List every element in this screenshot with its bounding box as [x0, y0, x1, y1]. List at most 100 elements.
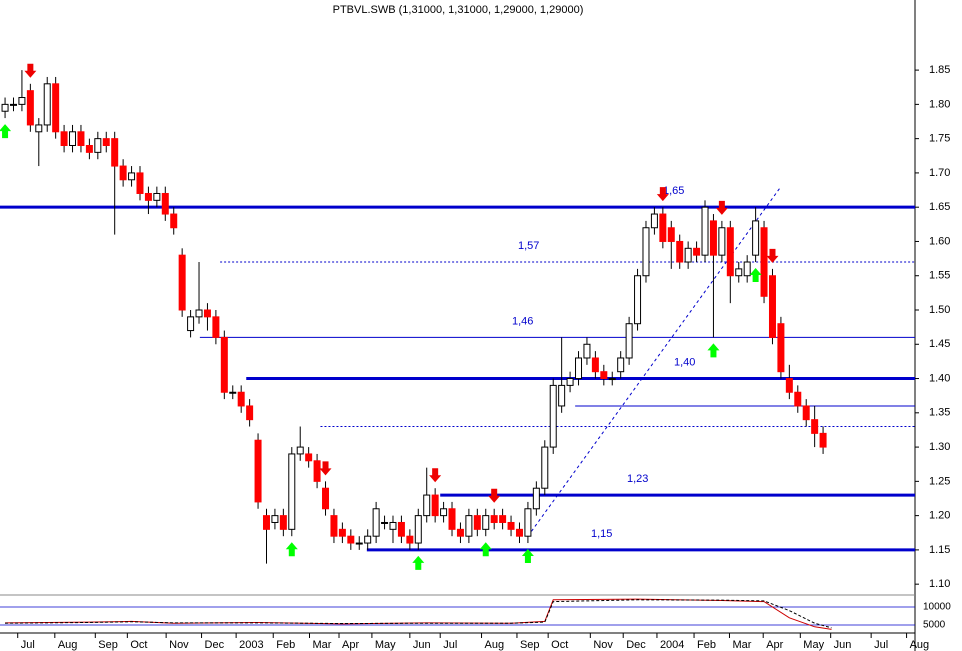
y-tick-label: 1.45 — [929, 338, 950, 350]
candle-body — [347, 535, 355, 544]
y-tick-label: 1.80 — [929, 98, 950, 110]
y-tick-label: 1.35 — [929, 407, 950, 419]
candle-body — [43, 83, 51, 126]
candle-body — [650, 213, 658, 229]
candle-body — [490, 515, 498, 523]
candle-body — [262, 515, 270, 530]
candle-body — [726, 227, 734, 277]
y-tick-label: 1.85 — [929, 64, 950, 76]
x-tick-label: Aug — [58, 639, 78, 651]
buy-arrow — [479, 542, 492, 557]
y-tick-label: 1.50 — [929, 304, 950, 316]
x-tick-label: May — [803, 639, 824, 651]
candle-body — [26, 90, 34, 126]
candle-body — [144, 192, 152, 201]
candle-body — [212, 316, 220, 338]
candle-body — [456, 528, 464, 537]
candle-body — [102, 138, 110, 146]
candle-body — [288, 453, 296, 530]
x-tick-label: Apr — [766, 639, 783, 651]
x-tick-label: Nov — [593, 639, 613, 651]
candle-body — [423, 494, 431, 517]
candle-body — [178, 254, 186, 311]
candle-body — [482, 515, 490, 530]
y-tick-label: 1.75 — [929, 133, 950, 145]
candle-body — [111, 138, 119, 167]
candle-body — [330, 515, 338, 537]
chart-title: PTBVL.SWB (1,31000, 1,31000, 1,29000, 1,… — [333, 4, 584, 16]
candle-body — [499, 515, 507, 523]
candle-body — [305, 453, 313, 462]
x-tick-label: Aug — [910, 639, 930, 651]
y-tick-label: 1.40 — [929, 372, 950, 384]
candle-body — [246, 405, 254, 421]
y-tick-label: 1.25 — [929, 475, 950, 487]
buy-arrow — [285, 542, 298, 557]
x-tick-label: 2003 — [239, 639, 263, 651]
candle-body — [811, 419, 819, 434]
sell-arrow — [319, 461, 332, 476]
level-label: 1,40 — [674, 356, 695, 368]
candle-body — [195, 309, 203, 318]
candle-body — [642, 227, 650, 277]
candle-body — [743, 261, 751, 277]
candle-body — [794, 391, 802, 407]
candle-body — [507, 521, 515, 530]
candle-body — [397, 521, 405, 537]
candle-body — [119, 165, 127, 181]
candle-body — [709, 220, 717, 256]
candle-body — [136, 172, 144, 194]
candle-body — [617, 357, 625, 373]
indicator-tick-label: 5000 — [923, 620, 946, 631]
y-tick-label: 1.20 — [929, 510, 950, 522]
x-tick-label: Nov — [169, 639, 189, 651]
x-tick-label: Mar — [732, 639, 751, 651]
y-tick-label: 1.30 — [929, 441, 950, 453]
indicator-tick-label: 10000 — [923, 602, 951, 613]
candle-body — [634, 275, 642, 325]
x-tick-label: Jul — [21, 639, 35, 651]
x-tick-label: Oct — [551, 639, 568, 651]
x-tick-label: Jun — [834, 639, 852, 651]
candle-body — [338, 528, 346, 537]
candle-body — [777, 323, 785, 373]
candle-body — [52, 83, 60, 133]
level-label: 1,15 — [591, 528, 612, 540]
candle-body — [406, 535, 414, 544]
candle-body — [94, 138, 102, 153]
sell-arrow — [429, 468, 442, 483]
candle-body — [667, 227, 675, 242]
candle-body — [575, 357, 583, 380]
candle-body — [322, 487, 330, 510]
candle-body — [128, 172, 136, 181]
x-tick-label: May — [375, 639, 396, 651]
candle-body — [684, 247, 692, 263]
candle-body — [701, 206, 709, 256]
candle-body — [69, 131, 77, 146]
candle-body — [515, 528, 523, 537]
candle-body — [802, 405, 810, 421]
candle-body — [549, 384, 557, 448]
x-tick-label: Jul — [874, 639, 888, 651]
sell-arrow — [24, 63, 37, 78]
sell-arrow — [715, 200, 728, 215]
candle-body — [187, 316, 195, 332]
candle-body — [448, 508, 456, 530]
buy-arrow — [0, 124, 12, 139]
candle-body — [60, 131, 68, 146]
candle-body — [591, 357, 599, 373]
candle-body — [313, 460, 321, 482]
level-label: 1,46 — [512, 315, 533, 327]
candle-body — [381, 521, 389, 524]
candle-body — [355, 542, 363, 545]
candle-body — [296, 446, 304, 455]
y-tick-label: 1.60 — [929, 235, 950, 247]
x-tick-label: Sep — [98, 639, 118, 651]
candle-body — [431, 494, 439, 517]
x-tick-label: Apr — [342, 639, 359, 651]
level-label: 1,23 — [627, 473, 648, 485]
x-tick-label: Dec — [205, 639, 225, 651]
x-tick-label: Sep — [520, 639, 540, 651]
